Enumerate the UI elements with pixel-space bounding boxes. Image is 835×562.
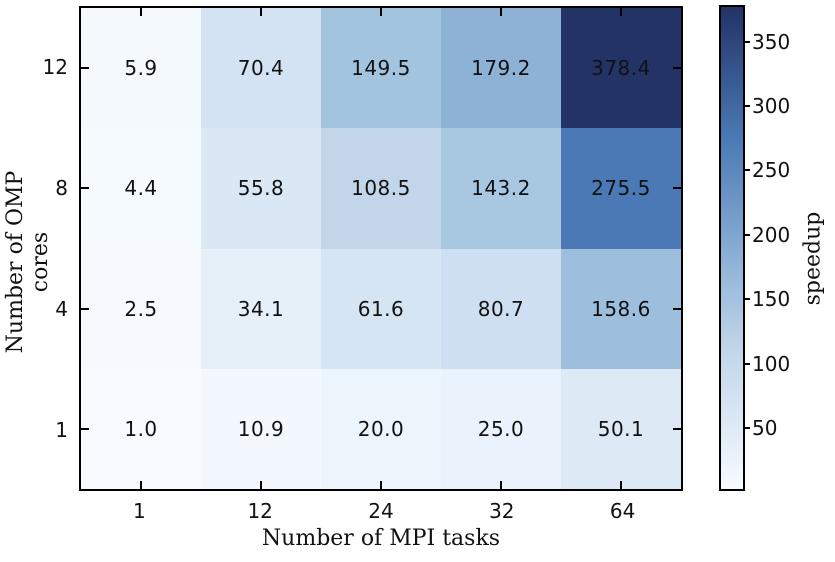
heatmap-cell: 275.5 (561, 128, 681, 249)
colorbar-tick-label: 350 (752, 29, 791, 54)
top-axis-tick (260, 8, 262, 16)
x-tick-label: 64 (609, 499, 636, 523)
y-axis-label: Number of OMP cores (3, 170, 53, 354)
left-axis-tick (81, 307, 89, 310)
x-axis-label: Number of MPI tasks (261, 526, 501, 551)
colorbar-tick-label: 300 (752, 93, 791, 118)
heatmap-cell: 34.1 (201, 248, 321, 369)
colorbar-tick-label: 100 (752, 351, 791, 376)
heatmap-cell: 2.5 (81, 248, 201, 369)
heatmap-cell: 1.0 (81, 368, 201, 489)
x-tick-label: 24 (368, 499, 394, 523)
colorbar-tick-label: 200 (752, 222, 791, 247)
heatmap-cell: 149.5 (321, 8, 441, 129)
heatmap-plot: 5.9 70.4 149.5 179.2 378.4 4.4 55.8 108.5 143.2 2… (79, 6, 683, 491)
y-tick-label: 4 (55, 297, 68, 322)
heatmap-cell: 108.5 (321, 128, 441, 249)
x-tick-label: 32 (489, 499, 515, 523)
top-axis-tick (380, 8, 382, 16)
colorbar-tick-label: 50 (752, 415, 778, 440)
top-axis-tick (620, 8, 622, 16)
colorbar-tick (745, 233, 750, 236)
bottom-axis-tick (500, 481, 502, 489)
heatmap-cell: 25.0 (441, 368, 561, 489)
left-axis-tick (81, 187, 89, 190)
colorbar-tick-label: 150 (752, 287, 791, 312)
bottom-axis-tick (380, 481, 382, 489)
y-tick-label: 1 (55, 418, 68, 443)
right-axis-tick (673, 67, 681, 70)
heatmap-cell: 10.9 (201, 368, 321, 489)
heatmap-cell: 378.4 (561, 8, 681, 129)
colorbar-tick-label: 250 (752, 158, 791, 183)
right-axis-tick (673, 307, 681, 310)
x-tick-label: 12 (247, 499, 273, 523)
top-axis-tick (140, 8, 142, 16)
heatmap-cell: 80.7 (441, 248, 561, 369)
heatmap-cell: 143.2 (441, 128, 561, 249)
heatmap-cell: 20.0 (321, 368, 441, 489)
heatmap-cell: 4.4 (81, 128, 201, 249)
x-tick-label: 1 (133, 499, 146, 523)
colorbar-label: speedup (800, 211, 826, 306)
colorbar-tick (745, 169, 750, 172)
left-axis-tick (81, 67, 89, 70)
right-axis-tick (673, 427, 681, 430)
top-axis-tick (500, 8, 502, 16)
bottom-axis-tick (620, 481, 622, 489)
heatmap-cell: 50.1 (561, 368, 681, 489)
colorbar-tick (745, 362, 750, 365)
colorbar-tick (745, 298, 750, 301)
colorbar-tick (745, 40, 750, 43)
colorbar-tick (745, 426, 750, 429)
heatmap-cell: 179.2 (441, 8, 561, 129)
heatmap-cell: 61.6 (321, 248, 441, 369)
heatmap-cell: 158.6 (561, 248, 681, 369)
y-tick-label: 8 (55, 175, 68, 200)
left-axis-tick (81, 427, 89, 430)
heatmap-cell: 5.9 (81, 8, 201, 129)
bottom-axis-tick (260, 481, 262, 489)
heatmap-cell: 70.4 (201, 8, 321, 129)
bottom-axis-tick (140, 481, 142, 489)
colorbar (719, 5, 745, 491)
y-tick-label: 12 (42, 54, 68, 79)
right-axis-tick (673, 187, 681, 190)
heatmap-cell: 55.8 (201, 128, 321, 249)
colorbar-tick (745, 104, 750, 107)
